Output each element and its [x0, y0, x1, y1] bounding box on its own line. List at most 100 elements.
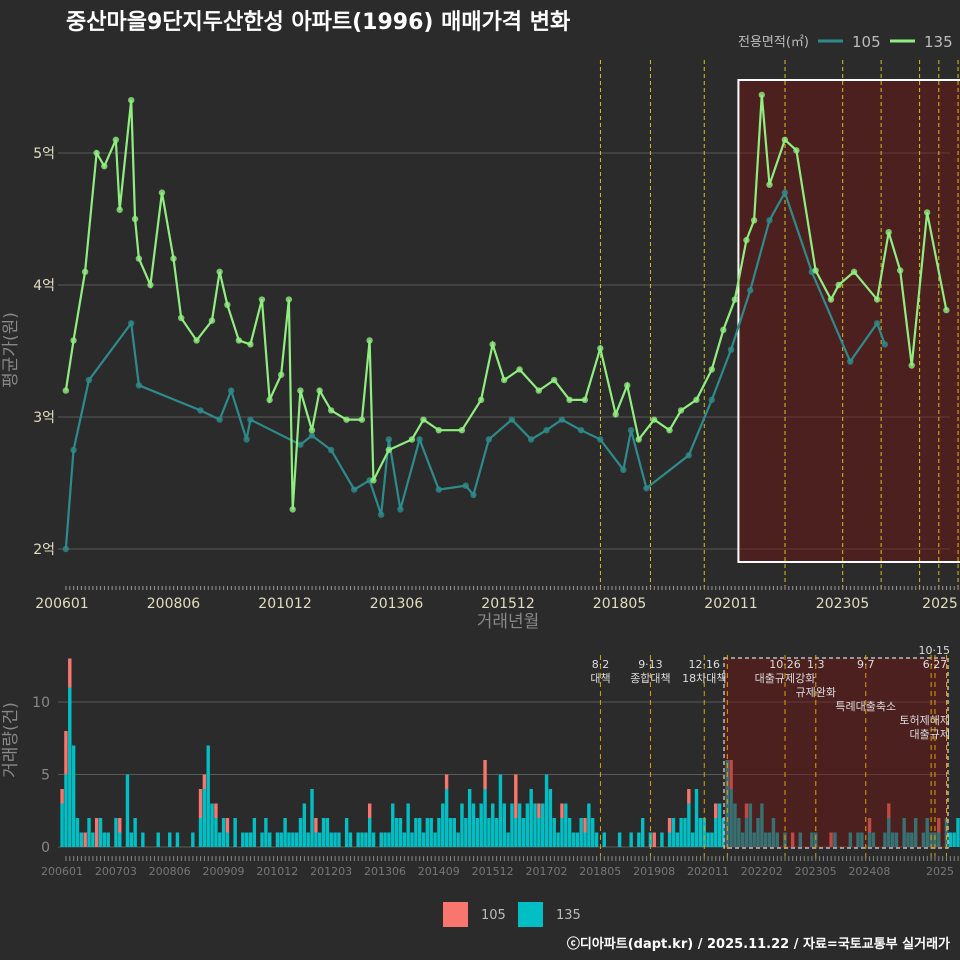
data-point-135 [266, 396, 273, 404]
y-tick-label: 5 [41, 768, 50, 784]
x-tick-label: 200703 [95, 865, 137, 878]
bar-135 [871, 832, 876, 847]
data-point-105 [416, 436, 423, 443]
data-point-135 [308, 427, 316, 434]
data-point-135 [131, 215, 139, 223]
x-tick-label: 202305 [816, 596, 869, 612]
bar-135 [671, 818, 676, 847]
bar-135 [133, 818, 137, 847]
legend-bottom-105-label: 105 [481, 908, 506, 923]
data-point-135 [327, 407, 335, 414]
x-tick-label: 200601 [41, 865, 83, 878]
data-point-135 [781, 136, 789, 143]
data-point-135 [731, 296, 739, 303]
data-point-105 [377, 511, 385, 518]
y-tick-label: 2억 [33, 542, 55, 558]
bar-135 [798, 832, 803, 847]
x-tick-label: 201908 [633, 865, 675, 878]
bar-105 [829, 832, 833, 847]
data-point-135 [489, 341, 496, 348]
data-point-105 [708, 396, 716, 404]
policy-date: 9·7 [857, 658, 875, 671]
y-tick-label: 10 [32, 695, 50, 711]
data-point-105 [243, 436, 250, 443]
bar-135 [141, 832, 145, 847]
data-point-105 [847, 358, 854, 365]
data-point-135 [793, 147, 800, 154]
bar-135 [168, 832, 172, 847]
policy-date: 12·16 [689, 658, 721, 671]
bar-135 [198, 818, 203, 847]
bar-105 [687, 789, 691, 804]
bar-135 [321, 818, 326, 847]
data-point-105 [508, 416, 516, 423]
bar-135 [333, 832, 337, 847]
bar-135 [737, 818, 741, 847]
bar-135 [906, 832, 910, 847]
bar-135 [175, 832, 180, 847]
data-point-105 [62, 545, 70, 553]
chart-title: 중산마을9단지두산한성 아파트(1996) 매매가격 변화 [66, 10, 570, 35]
bar-135 [771, 818, 776, 847]
data-point-105 [70, 446, 77, 454]
bar-135 [344, 818, 349, 847]
data-point-135 [597, 345, 604, 352]
bar-135 [252, 818, 257, 847]
data-point-105 [197, 407, 204, 414]
bar-135 [937, 832, 941, 847]
bar-135 [452, 818, 456, 847]
data-point-105 [766, 217, 773, 224]
x-tick-label: 201012 [258, 596, 311, 612]
bar-135 [114, 818, 118, 847]
bar-135 [414, 818, 418, 847]
bar-135 [429, 818, 433, 847]
bar-135 [191, 832, 195, 847]
bar-135 [125, 774, 130, 847]
bar-135 [556, 832, 560, 847]
bar-135 [594, 832, 599, 847]
bar-135 [421, 832, 426, 847]
data-point-105 [128, 320, 135, 327]
x-tick-label: 202202 [741, 865, 783, 878]
bar-105 [95, 818, 99, 847]
bar-135 [660, 832, 664, 847]
bar-135 [248, 832, 253, 847]
x-tick-label: 201805 [579, 865, 621, 878]
data-point-135 [943, 306, 950, 314]
bar-105 [714, 803, 718, 818]
data-point-135 [101, 163, 108, 170]
bar-105 [583, 818, 587, 833]
bar-135 [68, 687, 72, 847]
bar-135 [883, 832, 887, 847]
bar-135 [764, 832, 768, 847]
bar-135 [717, 803, 722, 847]
data-point-135 [112, 136, 120, 143]
bar-135 [318, 832, 322, 847]
bar-135 [760, 803, 764, 847]
bar-135 [291, 832, 295, 847]
bar-105 [68, 658, 72, 688]
bar-135 [948, 832, 952, 847]
policy-date: 8·2 [592, 658, 610, 671]
data-point-135 [666, 427, 673, 434]
data-point-135 [720, 326, 727, 334]
bar-135 [890, 832, 895, 847]
bar-135 [98, 818, 103, 847]
footer-source: ⓒ디아파트(dapt.kr) / 2025.11.22 / 자료=국토교통부 실… [567, 936, 950, 952]
legend-bottom-105-swatch [443, 902, 468, 927]
data-point-105 [781, 189, 789, 196]
bar-135 [675, 832, 679, 847]
x-tick-label: 201512 [481, 596, 534, 612]
data-point-135 [650, 416, 658, 423]
x-tick-label: 201512 [472, 865, 514, 878]
y-tick-label: 4억 [33, 278, 55, 294]
data-point-105 [727, 346, 735, 353]
data-point-135 [224, 301, 231, 308]
bar-135 [541, 803, 545, 847]
highlight-box [723, 657, 949, 849]
x-tick-label: 200601 [35, 596, 88, 612]
data-point-135 [297, 387, 304, 394]
x-tick-label: 2025 [922, 596, 958, 612]
bar-135 [617, 832, 622, 847]
